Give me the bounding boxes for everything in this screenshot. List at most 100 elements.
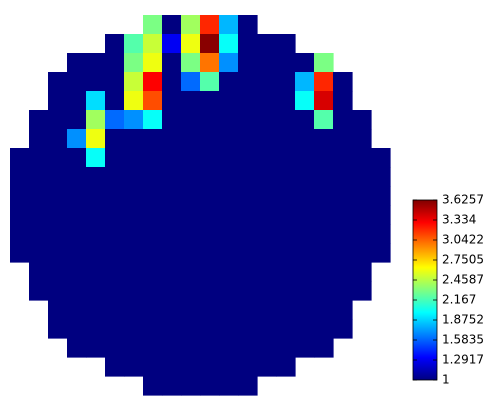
heat-cell: [105, 34, 125, 54]
heat-cell: [276, 186, 296, 206]
heat-cell: [86, 110, 106, 130]
heat-cell: [352, 167, 372, 187]
heat-cell: [86, 319, 106, 339]
heat-cell: [333, 129, 353, 149]
heat-cell: [86, 338, 106, 358]
heat-cell: [257, 357, 277, 377]
heat-cell: [200, 72, 220, 92]
heat-cell: [333, 110, 353, 130]
heat-cell: [124, 319, 144, 339]
heat-cell: [200, 34, 220, 54]
heat-cell: [295, 338, 315, 358]
heat-cell: [295, 281, 315, 301]
heat-cell: [124, 72, 144, 92]
heat-cell: [181, 300, 201, 320]
heat-cell: [200, 300, 220, 320]
heat-cell: [162, 129, 182, 149]
heat-cell: [219, 186, 239, 206]
heat-cell: [219, 357, 239, 377]
heat-cell: [295, 319, 315, 339]
heat-cell: [352, 129, 372, 149]
heat-cell: [219, 262, 239, 282]
heat-cell: [48, 262, 68, 282]
heat-cell: [219, 53, 239, 73]
heat-cell: [314, 281, 334, 301]
heat-cell: [181, 338, 201, 358]
colorbar-tick-label: 2.167: [442, 292, 476, 306]
heat-cell: [314, 91, 334, 111]
heat-cell: [200, 338, 220, 358]
heat-cell: [67, 167, 87, 187]
heat-cell: [10, 148, 30, 168]
heat-cell: [200, 205, 220, 225]
heat-cell: [181, 186, 201, 206]
heat-cell: [295, 300, 315, 320]
colorbar-tick-label: 1.2917: [442, 353, 484, 367]
heat-cell: [333, 224, 353, 244]
heat-cell: [86, 205, 106, 225]
heat-cell: [105, 357, 125, 377]
heat-cell: [371, 205, 391, 225]
heat-cell: [219, 338, 239, 358]
heat-cell: [371, 167, 391, 187]
heat-cell: [181, 72, 201, 92]
heat-cell: [162, 319, 182, 339]
heat-cell: [219, 205, 239, 225]
heat-cell: [162, 243, 182, 263]
heat-cell: [295, 53, 315, 73]
heat-cell: [295, 224, 315, 244]
heat-cell: [295, 110, 315, 130]
heat-cell: [143, 167, 163, 187]
heat-cell: [105, 186, 125, 206]
heat-cell: [143, 34, 163, 54]
heat-cell: [48, 91, 68, 111]
heat-cell: [238, 243, 258, 263]
heat-cell: [124, 224, 144, 244]
heat-cell: [219, 129, 239, 149]
heat-cell: [238, 72, 258, 92]
heat-cell: [86, 262, 106, 282]
heat-cell: [29, 262, 49, 282]
heat-cell: [314, 319, 334, 339]
heat-cell: [124, 281, 144, 301]
heat-cell: [29, 186, 49, 206]
heat-cell: [333, 167, 353, 187]
heat-cell: [352, 148, 372, 168]
heat-cell: [162, 281, 182, 301]
heat-cell: [276, 319, 296, 339]
heat-cell: [181, 129, 201, 149]
heat-cell: [257, 91, 277, 111]
heat-cell: [219, 91, 239, 111]
heat-cell: [67, 281, 87, 301]
heat-cell: [162, 34, 182, 54]
heat-cell: [295, 91, 315, 111]
heat-cell: [181, 148, 201, 168]
heat-cell: [162, 300, 182, 320]
heat-cell: [143, 243, 163, 263]
heat-cell: [124, 300, 144, 320]
heat-cell: [86, 91, 106, 111]
heat-cell: [67, 319, 87, 339]
colorbar-tick-label: 1: [442, 373, 450, 387]
heat-cell: [10, 243, 30, 263]
heat-cell: [48, 224, 68, 244]
heat-cell: [162, 148, 182, 168]
heat-cell: [67, 338, 87, 358]
heat-cell: [124, 34, 144, 54]
heat-cell: [257, 205, 277, 225]
heat-cell: [238, 91, 258, 111]
heat-cell: [124, 53, 144, 73]
heat-cell: [143, 72, 163, 92]
heat-cell: [314, 110, 334, 130]
heat-cell: [257, 110, 277, 130]
heat-cell: [143, 148, 163, 168]
heat-cell: [314, 243, 334, 263]
heat-cell: [29, 167, 49, 187]
heat-cell: [238, 148, 258, 168]
heat-cell: [143, 376, 163, 396]
heat-cell: [124, 262, 144, 282]
heat-cell: [67, 243, 87, 263]
heat-cell: [86, 167, 106, 187]
